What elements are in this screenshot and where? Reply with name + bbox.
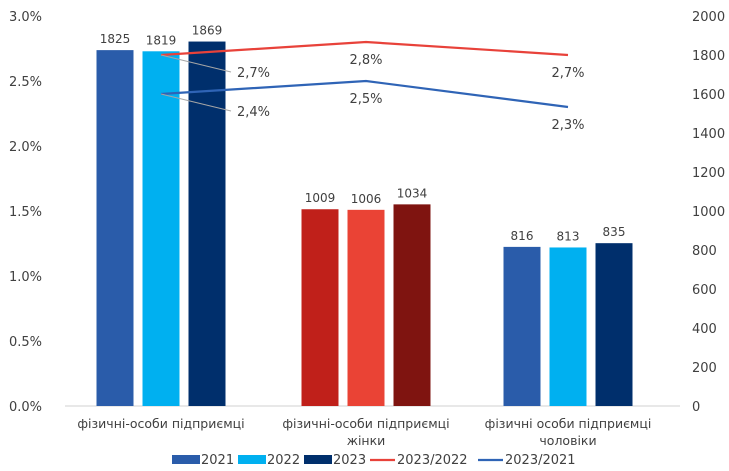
y-right-tick-label: 0: [692, 400, 700, 415]
line-value-label: 2,7%: [237, 66, 270, 81]
y-left-tick-label: 2.5%: [9, 75, 42, 90]
y-left-tick-label: 0.0%: [9, 400, 42, 415]
bar-2022-cat3: [549, 247, 587, 406]
y-right-tick-label: 600: [692, 283, 717, 298]
line-value-label: 2,3%: [551, 118, 584, 133]
data-labels: 1825 1819 1869 1009 1006 1034 816 813 835 2,7% 2,8…: [100, 24, 626, 244]
legend-label: 2023: [333, 453, 366, 468]
category-label: фізичні-особи підприємці жінки: [282, 416, 449, 448]
bar-value-label: 1006: [351, 192, 382, 206]
category-label-line: чоловіки: [539, 433, 596, 448]
bars: [96, 41, 633, 407]
y-right-tick-label: 200: [692, 361, 717, 376]
bar-value-label: 1009: [305, 191, 336, 205]
axes: 0.0% 0.5% 1.0% 1.5% 2.0% 2.5% 3.0% 0 200 400 600 80…: [9, 10, 725, 448]
y-left-tick-label: 0.5%: [9, 335, 42, 350]
bar-2021-cat3: [503, 246, 541, 406]
bar-value-label: 1869: [192, 24, 223, 38]
category-label-line: жінки: [347, 433, 386, 448]
bar-value-label: 816: [511, 229, 534, 243]
category-label-line: фізичні-особи підприємці: [282, 416, 449, 431]
category-label: фізичні особи підприємці чоловіки: [485, 416, 652, 448]
y-right-tick-label: 1400: [692, 127, 725, 142]
bar-2022-cat2: [347, 209, 385, 406]
legend-swatch-2022: [238, 455, 266, 464]
bar-value-label: 1034: [397, 186, 428, 200]
bar-2023-cat2: [393, 204, 431, 406]
line-2023/2021: [160, 79, 569, 109]
bar-value-label: 813: [557, 229, 580, 243]
bar-2022-cat1: [142, 51, 180, 407]
line-value-label: 2,4%: [237, 105, 270, 120]
bar-value-label: 835: [603, 225, 626, 239]
line-value-label: 2,5%: [349, 92, 382, 107]
legend-swatch-2021: [172, 455, 200, 464]
category-label-line: фізичні особи підприємці: [485, 416, 652, 431]
legend: 2021 2022 2023 2023/2022 2023/2021: [172, 453, 576, 468]
line-2023/2022: [160, 40, 569, 57]
y-right-tick-label: 1000: [692, 205, 725, 220]
category-label-line: фізичні-особи підприємці: [77, 416, 244, 431]
category-label: фізичні-особи підприємці: [77, 416, 244, 431]
y-left-tick-label: 2.0%: [9, 140, 42, 155]
leader-line: [160, 93, 232, 112]
bar-2021-cat1: [96, 50, 134, 406]
y-left-tick-label: 1.0%: [9, 270, 42, 285]
lines: [160, 40, 569, 109]
legend-swatch-2023: [304, 455, 332, 464]
legend-label: 2021: [201, 453, 234, 468]
bar-2023-cat1: [188, 41, 226, 407]
legend-label: 2022: [267, 453, 300, 468]
y-left-tick-label: 3.0%: [9, 10, 42, 25]
y-right-tick-label: 1800: [692, 49, 725, 64]
bar-2021-cat2: [301, 209, 339, 406]
y-left-tick-label: 1.5%: [9, 205, 42, 220]
y-right-tick-label: 1200: [692, 166, 725, 181]
bar-value-label: 1819: [146, 33, 177, 47]
y-right-tick-label: 800: [692, 244, 717, 259]
leader-line: [160, 54, 232, 73]
y-right-tick-label: 2000: [692, 10, 725, 25]
bar-value-label: 1825: [100, 32, 131, 46]
legend-label: 2023/2022: [397, 453, 468, 468]
legend-label: 2023/2021: [505, 453, 576, 468]
y-right-tick-label: 400: [692, 322, 717, 337]
bar-2023-cat3: [595, 243, 633, 406]
line-value-label: 2,8%: [349, 53, 382, 68]
line-value-label: 2,7%: [551, 66, 584, 81]
y-right-tick-label: 1600: [692, 88, 725, 103]
